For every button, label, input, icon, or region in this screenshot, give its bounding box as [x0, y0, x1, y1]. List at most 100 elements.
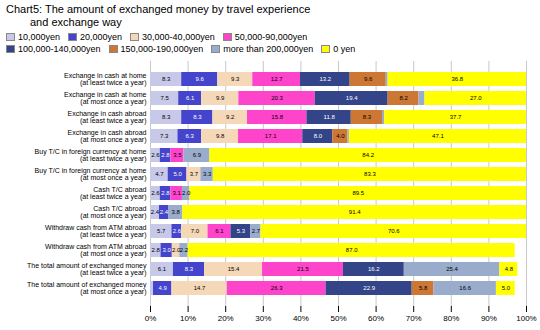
- html-text:and exchange way: and exchange way: [30, 16, 122, 28]
- svg-text:87.0: 87.0: [346, 247, 358, 253]
- svg-text:22.9: 22.9: [363, 285, 375, 291]
- svg-text:14.7: 14.7: [194, 285, 206, 291]
- svg-text:Exchange in cash abroad(at lea: Exchange in cash abroad(at least twice a…: [68, 110, 147, 125]
- svg-text:25.4: 25.4: [446, 266, 458, 272]
- svg-text:91.4: 91.4: [349, 209, 361, 215]
- svg-text:6.3: 6.3: [186, 133, 195, 139]
- svg-text:10%: 10%: [180, 314, 196, 323]
- svg-text:8.3: 8.3: [193, 114, 202, 120]
- svg-text:2.4: 2.4: [160, 209, 169, 215]
- svg-text:70.6: 70.6: [388, 228, 400, 234]
- svg-text:2.6: 2.6: [173, 228, 182, 234]
- svg-text:16.6: 16.6: [459, 285, 471, 291]
- svg-text:36.8: 36.8: [451, 76, 463, 82]
- svg-text:17.1: 17.1: [265, 133, 277, 139]
- svg-text:Cash T/C abroad(at least twice: Cash T/C abroad(at least twice a year): [80, 186, 147, 201]
- svg-text:47.1: 47.1: [432, 133, 444, 139]
- svg-text:Buy T/C in foreign currency at: Buy T/C in foreign currency at home(at m…: [35, 167, 147, 182]
- svg-text:4.9: 4.9: [159, 285, 168, 291]
- svg-text:Cash T/C abroad(at most once a: Cash T/C abroad(at most once a year): [80, 205, 146, 220]
- svg-text:2.6: 2.6: [151, 190, 160, 196]
- svg-text:27.0: 27.0: [470, 95, 482, 101]
- html-text:10,000yen: 10,000yen: [18, 32, 60, 42]
- svg-text:8.2: 8.2: [399, 95, 408, 101]
- svg-text:4.7: 4.7: [155, 171, 164, 177]
- svg-text:Exchange in cash at home(at le: Exchange in cash at home(at least twice …: [64, 72, 147, 87]
- svg-text:12.7: 12.7: [271, 76, 283, 82]
- svg-text:30%: 30%: [255, 314, 271, 323]
- svg-text:6.1: 6.1: [186, 95, 195, 101]
- svg-text:The total amount of exchanged: The total amount of exchanged money(at l…: [27, 262, 147, 277]
- svg-text:Exchange in cash at home(at mo: Exchange in cash at home(at most once a …: [64, 91, 147, 106]
- svg-text:90%: 90%: [481, 314, 497, 323]
- svg-text:5.3: 5.3: [237, 228, 246, 234]
- svg-text:5.0: 5.0: [173, 171, 182, 177]
- svg-text:2.4: 2.4: [151, 209, 160, 215]
- svg-text:2.8: 2.8: [161, 190, 170, 196]
- svg-text:3.7: 3.7: [190, 171, 199, 177]
- svg-text:8.3: 8.3: [363, 114, 372, 120]
- html-text:20,000yen: 20,000yen: [80, 32, 123, 42]
- svg-text:80%: 80%: [443, 314, 459, 323]
- svg-text:8.3: 8.3: [185, 266, 194, 272]
- svg-text:3.5: 3.5: [173, 152, 182, 158]
- svg-text:8.3: 8.3: [162, 114, 171, 120]
- svg-text:0%: 0%: [145, 314, 157, 323]
- svg-text:9.8: 9.8: [216, 133, 225, 139]
- svg-text:40%: 40%: [293, 314, 309, 323]
- svg-text:84.2: 84.2: [362, 152, 374, 158]
- svg-text:7.0: 7.0: [191, 228, 200, 234]
- svg-text:6.1: 6.1: [215, 228, 224, 234]
- html-text:30,000-40,000yen: 30,000-40,000yen: [142, 32, 215, 42]
- svg-text:19.4: 19.4: [346, 95, 358, 101]
- svg-text:15.4: 15.4: [228, 266, 240, 272]
- svg-text:26.3: 26.3: [271, 285, 283, 291]
- svg-text:37.7: 37.7: [450, 114, 462, 120]
- svg-text:9.3: 9.3: [231, 76, 240, 82]
- svg-text:3.8: 3.8: [172, 209, 181, 215]
- svg-text:21.5: 21.5: [297, 266, 309, 272]
- svg-text:7.3: 7.3: [160, 133, 169, 139]
- svg-text:9.2: 9.2: [226, 114, 235, 120]
- svg-text:7.5: 7.5: [160, 95, 169, 101]
- svg-text:9.6: 9.6: [196, 76, 205, 82]
- svg-text:11.8: 11.8: [323, 114, 335, 120]
- svg-text:16.2: 16.2: [368, 266, 380, 272]
- svg-text:3.0: 3.0: [162, 247, 171, 253]
- svg-text:5.7: 5.7: [157, 228, 166, 234]
- svg-text:5.0: 5.0: [502, 285, 511, 291]
- svg-text:9.6: 9.6: [364, 76, 373, 82]
- svg-text:5.8: 5.8: [419, 285, 428, 291]
- svg-text:70%: 70%: [406, 314, 422, 323]
- svg-text:The total amount of exchanged: The total amount of exchanged money(at m…: [27, 281, 147, 296]
- svg-text:2.8: 2.8: [152, 247, 161, 253]
- svg-text:89.5: 89.5: [352, 190, 364, 196]
- svg-text:20.3: 20.3: [271, 95, 283, 101]
- svg-text:8.0: 8.0: [314, 133, 323, 139]
- svg-text:2.7: 2.7: [252, 228, 261, 234]
- svg-text:3.1: 3.1: [172, 190, 181, 196]
- svg-text:Buy T/C in foreign currency at: Buy T/C in foreign currency at home(at l…: [35, 148, 147, 163]
- svg-text:50%: 50%: [330, 314, 346, 323]
- svg-text:100%: 100%: [516, 314, 536, 323]
- svg-text:2.2: 2.2: [180, 247, 189, 253]
- svg-text:2.8: 2.8: [161, 152, 170, 158]
- svg-text:2.0: 2.0: [182, 190, 191, 196]
- svg-text:8.3: 8.3: [162, 76, 171, 82]
- svg-text:6.1: 6.1: [158, 266, 167, 272]
- svg-text:Withdraw cash from ATM abroad(: Withdraw cash from ATM abroad(at least t…: [45, 224, 147, 239]
- svg-text:Exchange in cash abroad(at mos: Exchange in cash abroad(at most once a y…: [68, 129, 147, 144]
- svg-text:Withdraw cash from ATM abroad(: Withdraw cash from ATM abroad(at most on…: [45, 243, 147, 258]
- svg-text:4.0: 4.0: [336, 133, 345, 139]
- svg-text:4.8: 4.8: [505, 266, 514, 272]
- svg-text:6.9: 6.9: [193, 152, 202, 158]
- html-text:Chart5: The amount of exchange: Chart5: The amount of exchanged money by…: [6, 3, 311, 15]
- svg-text:60%: 60%: [368, 314, 384, 323]
- svg-text:3.3: 3.3: [203, 171, 212, 177]
- svg-text:13.2: 13.2: [319, 76, 331, 82]
- svg-text:9.9: 9.9: [216, 95, 225, 101]
- svg-text:15.8: 15.8: [271, 114, 283, 120]
- svg-text:2.6: 2.6: [151, 152, 160, 158]
- svg-text:83.3: 83.3: [364, 171, 376, 177]
- svg-text:20%: 20%: [218, 314, 234, 323]
